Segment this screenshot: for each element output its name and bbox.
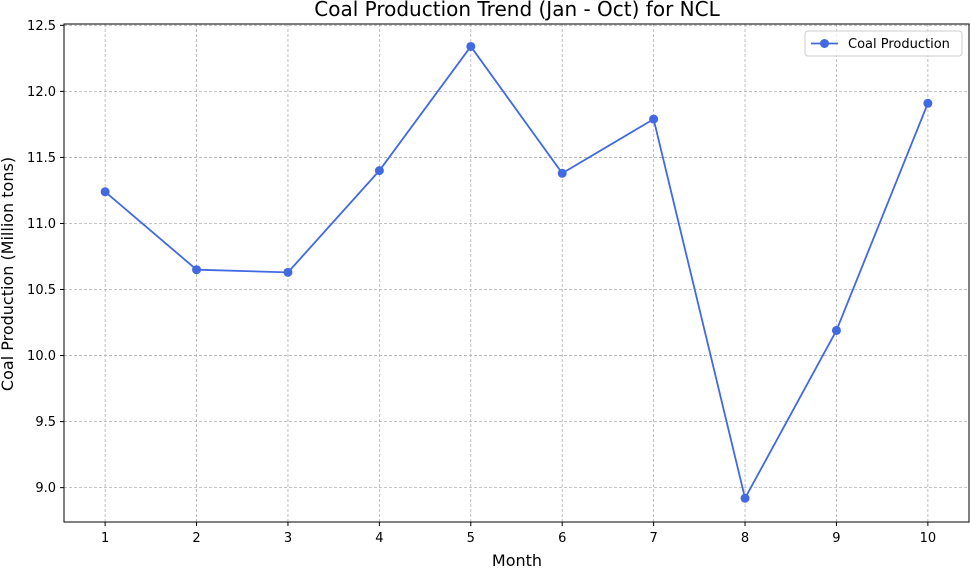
x-tick-label: 4 (375, 531, 383, 546)
legend-box (804, 30, 963, 57)
data-point (100, 187, 110, 197)
data-point (192, 265, 202, 275)
grid (64, 24, 969, 522)
data-point (923, 98, 933, 108)
y-tick-label: 9.5 (35, 415, 56, 430)
y-tick-label: 12.0 (27, 85, 56, 100)
chart-title: Coal Production Trend (Jan - Oct) for NC… (314, 0, 720, 21)
y-tick-label: 10.0 (27, 349, 56, 364)
data-point (283, 267, 293, 277)
y-tick-label: 9.0 (35, 481, 56, 496)
data-point (831, 325, 841, 335)
data-point (466, 41, 476, 51)
x-tick-label: 2 (192, 531, 200, 546)
x-tick-label: 3 (284, 531, 292, 546)
x-tick-label: 9 (832, 531, 840, 546)
legend-marker-swatch (820, 39, 829, 48)
legend-label: Coal Production (848, 37, 950, 52)
data-point (740, 493, 750, 503)
data-point (374, 166, 384, 176)
data-point (649, 114, 659, 124)
legend: Coal Production (804, 30, 963, 57)
x-tick-label: 1 (101, 531, 109, 546)
series-layer (100, 41, 933, 503)
series-line (104, 45, 929, 500)
x-tick-label: 6 (558, 531, 566, 546)
y-tick-label: 12.5 (27, 19, 56, 34)
y-tick-label: 11.5 (27, 151, 56, 166)
plot-frame (63, 23, 970, 523)
x-tick-label: 8 (741, 531, 749, 546)
y-tick-label: 11.0 (27, 217, 56, 232)
x-axis-title: Month (492, 551, 542, 570)
data-point (557, 168, 567, 178)
x-tick-label: 5 (467, 531, 475, 546)
y-axis-title: Coal Production (Million tons) (0, 157, 17, 391)
y-tick-label: 10.5 (27, 283, 56, 298)
ticks: 1 2 3 4 5 6 7 8 9 10 9.0 9.5 10.0 10.5 11.0 11.5 12.0 12.… (27, 19, 936, 546)
x-tick-label: 7 (649, 531, 657, 546)
x-tick-label: 10 (920, 531, 937, 546)
